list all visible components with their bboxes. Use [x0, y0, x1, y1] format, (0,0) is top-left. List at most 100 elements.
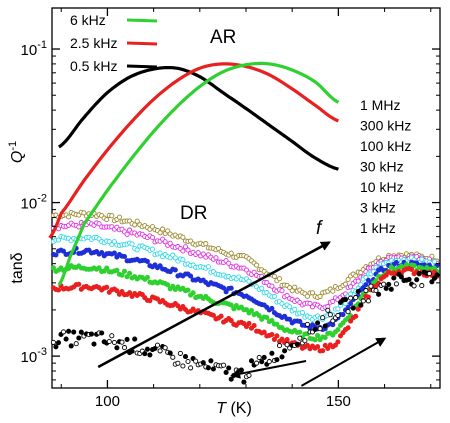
dr-point	[431, 275, 438, 281]
dr-point	[335, 339, 341, 345]
dr-point	[388, 286, 394, 292]
dr-point	[353, 313, 359, 319]
y-tick-label: 10-3	[21, 346, 47, 366]
dr-point	[228, 285, 234, 291]
dr-point	[271, 293, 277, 299]
dr-legend-label: 10 kHz	[360, 179, 404, 195]
dr-point	[223, 369, 229, 375]
dr-point	[335, 306, 341, 312]
dr-point	[345, 325, 351, 331]
dr-point	[180, 248, 186, 254]
dr-point	[269, 318, 275, 324]
dr-point	[335, 312, 341, 319]
dr-point	[144, 258, 150, 264]
dr-point	[96, 265, 102, 271]
dr-point	[111, 250, 117, 256]
dr-legend-label: 1 kHz	[360, 220, 396, 236]
dr-point	[119, 272, 125, 278]
dr-point	[132, 336, 138, 342]
dr-point	[297, 329, 303, 335]
dr-point	[134, 218, 140, 224]
dr-point	[284, 337, 290, 343]
dr-point	[419, 256, 425, 262]
dr-point	[398, 274, 404, 280]
dr-point	[264, 314, 270, 321]
dr-point	[243, 307, 250, 313]
dr-point	[91, 341, 97, 347]
dr-point	[144, 346, 150, 352]
dr-point	[312, 337, 318, 343]
dr-point	[157, 230, 163, 236]
dr-point	[289, 288, 295, 294]
dr-point	[144, 274, 150, 280]
dr-point	[147, 352, 153, 358]
x-tick-label: 100	[95, 393, 120, 410]
dr-point	[429, 279, 435, 285]
dr-point	[180, 363, 186, 369]
dr-point	[416, 270, 422, 276]
dr-point	[269, 283, 275, 289]
dr-point	[188, 365, 194, 371]
dr-point	[99, 250, 105, 256]
dr-legend-label: 30 kHz	[360, 159, 404, 175]
dr-point	[203, 241, 209, 247]
dr-point	[261, 354, 267, 360]
ar-series-line-6-khz	[57, 61, 340, 286]
dr-point	[218, 313, 224, 319]
dr-point	[373, 287, 379, 294]
dr-point	[71, 329, 77, 335]
dr-point	[307, 300, 313, 306]
dr-point	[292, 306, 298, 312]
x-tick-label: 150	[326, 393, 351, 410]
ar-legend-swatch	[126, 64, 158, 69]
dr-point	[127, 290, 133, 296]
ar-legend-swatch	[126, 18, 158, 23]
dr-point	[363, 288, 369, 294]
dr-point	[162, 239, 168, 245]
annotation-dr: DR	[180, 203, 207, 224]
dr-point	[124, 336, 130, 342]
dr-point	[193, 358, 199, 364]
dr-point	[157, 263, 163, 269]
dr-point	[353, 273, 359, 279]
dr-point	[167, 350, 173, 356]
dr-point	[393, 281, 399, 287]
dr-point	[297, 335, 303, 341]
dr-point	[320, 315, 326, 321]
dr-point	[282, 348, 288, 354]
annotation-ar: AR	[210, 27, 236, 48]
dr-point	[142, 351, 148, 357]
dr-point	[175, 360, 181, 366]
y-tick-label: 10-1	[21, 39, 47, 59]
dr-point	[292, 284, 298, 290]
dr-point	[353, 295, 359, 301]
dr-point	[205, 264, 211, 270]
dr-point	[315, 333, 321, 339]
dr-point	[350, 305, 356, 311]
dr-point	[50, 339, 56, 345]
dr-point	[177, 350, 183, 356]
dr-point	[287, 304, 293, 310]
dr-point	[342, 281, 349, 287]
dr-point	[271, 273, 277, 279]
dr-point	[355, 288, 361, 295]
dr-point	[228, 250, 234, 256]
dr-point	[304, 293, 310, 299]
dr-point	[330, 332, 336, 338]
dr-point	[157, 348, 163, 354]
ar-legend-swatch	[126, 41, 158, 46]
dr-point	[327, 312, 333, 318]
dr-point	[269, 305, 275, 311]
dr-point	[109, 333, 115, 339]
dr-point	[276, 276, 283, 282]
dr-point	[287, 316, 293, 322]
frequency-arrow	[97, 241, 331, 369]
x-axis-label: T (K)	[216, 400, 252, 417]
dr-point	[149, 234, 156, 241]
dr-point	[355, 278, 361, 284]
dr-point	[96, 221, 102, 227]
dr-point	[205, 365, 211, 371]
dr-point	[175, 303, 181, 309]
dr-point	[259, 285, 265, 291]
ar-legend-label: 0.5 kHz	[70, 58, 117, 74]
